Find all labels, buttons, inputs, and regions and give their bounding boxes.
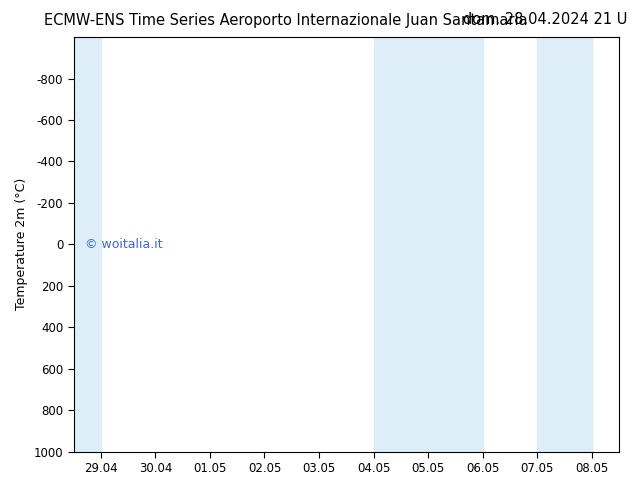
Text: ECMW-ENS Time Series Aeroporto Internazionale Juan Santamaría: ECMW-ENS Time Series Aeroporto Internazi… xyxy=(44,12,528,28)
Bar xyxy=(74,37,101,452)
Bar xyxy=(537,37,592,452)
Bar xyxy=(373,37,482,452)
Y-axis label: Temperature 2m (°C): Temperature 2m (°C) xyxy=(15,178,28,311)
Text: dom. 28.04.2024 21 U: dom. 28.04.2024 21 U xyxy=(463,12,628,27)
Text: © woitalia.it: © woitalia.it xyxy=(84,238,162,251)
